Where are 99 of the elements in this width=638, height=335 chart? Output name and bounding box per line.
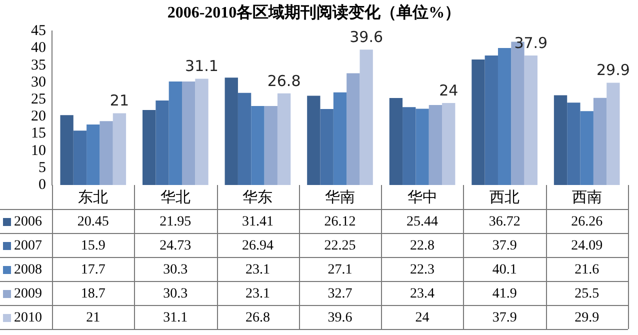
annotation: 24 — [439, 81, 458, 100]
data-label: 26.12 — [324, 214, 356, 230]
y-tick-label: 40 — [31, 40, 46, 56]
y-tick-label: 25 — [31, 91, 46, 108]
legend-label: 2010 — [14, 310, 42, 326]
y-tick-label: 30 — [31, 74, 46, 90]
data-label: 24 — [415, 310, 430, 326]
bar — [156, 100, 169, 185]
data-label: 26.26 — [571, 214, 603, 230]
data-label: 22.25 — [324, 238, 356, 254]
bar — [360, 50, 373, 185]
annotation: 29.9 — [596, 61, 630, 80]
data-label: 26.94 — [242, 238, 274, 254]
annotation: 21 — [110, 92, 130, 110]
x-tick-label: 东北 — [78, 188, 108, 206]
data-label: 17.7 — [80, 262, 106, 278]
bar — [73, 130, 87, 185]
bar — [346, 73, 360, 185]
bar — [567, 102, 580, 185]
bar — [168, 81, 182, 185]
data-label: 36.72 — [488, 214, 520, 230]
y-tick-label: 5 — [38, 160, 46, 176]
y-tick-label: 0 — [38, 176, 46, 193]
x-tick-label: 华南 — [325, 188, 355, 206]
y-tick-label: 45 — [31, 23, 46, 40]
x-tick-label: 西北 — [490, 188, 520, 206]
bar — [307, 96, 320, 185]
data-label: 32.7 — [328, 286, 352, 302]
data-label: 37.9 — [492, 310, 517, 326]
bar — [428, 105, 442, 185]
annotation: 26.8 — [267, 72, 301, 90]
data-label: 26.8 — [245, 310, 270, 326]
data-label: 22.8 — [410, 238, 435, 254]
annotation: 39.6 — [350, 28, 384, 46]
bar — [112, 113, 126, 185]
bar — [142, 110, 156, 185]
data-label: 25.44 — [406, 214, 438, 230]
data-label: 30.3 — [163, 286, 188, 302]
data-label: 23.1 — [245, 262, 270, 278]
data-label: 20.45 — [77, 214, 109, 230]
y-tick-label: 10 — [31, 142, 46, 159]
bar — [320, 108, 334, 185]
bar — [606, 82, 620, 185]
bar — [498, 48, 512, 185]
bar — [182, 81, 196, 185]
bar — [442, 102, 456, 185]
data-label: 31.1 — [163, 310, 188, 326]
data-label: 30.3 — [163, 262, 188, 278]
chart-title: 2006-2010各区域期刊阅读变化（单位%） — [167, 4, 461, 22]
data-label: 24.09 — [571, 238, 603, 254]
data-label: 29.9 — [574, 310, 600, 326]
annotation: 37.9 — [514, 34, 548, 52]
bar — [86, 124, 100, 185]
data-label: 31.41 — [242, 214, 274, 230]
x-tick-label: 西南 — [572, 188, 602, 206]
data-label: 41.9 — [492, 286, 517, 302]
bar — [472, 60, 485, 185]
bar — [100, 121, 113, 185]
bar — [251, 106, 264, 185]
y-tick-label: 15 — [31, 126, 46, 142]
data-label: 25.5 — [574, 286, 600, 302]
data-label: 23.4 — [410, 286, 435, 302]
data-label: 21.6 — [574, 262, 600, 278]
bar — [333, 92, 347, 185]
bar — [60, 115, 74, 185]
legend-label: 2007 — [14, 238, 42, 254]
data-label: 37.9 — [492, 238, 517, 254]
x-tick-label: 华东 — [242, 188, 273, 206]
x-tick-label: 华中 — [407, 188, 438, 206]
legend-label: 2006 — [14, 214, 42, 230]
bar — [224, 78, 238, 185]
bar — [580, 111, 594, 185]
data-label: 15.9 — [80, 238, 106, 254]
data-label: 23.1 — [245, 286, 270, 302]
data-label: 24.73 — [160, 238, 192, 254]
bar — [195, 78, 208, 185]
bar — [593, 98, 607, 185]
data-label: 21 — [86, 310, 100, 326]
data-label: 22.3 — [410, 262, 435, 278]
bar — [277, 93, 291, 185]
bar — [554, 95, 568, 185]
bar — [264, 106, 278, 185]
data-label: 40.1 — [492, 262, 517, 278]
annotation: 31.1 — [185, 57, 218, 76]
legend-label: 2008 — [14, 262, 42, 278]
y-tick-label: 20 — [31, 108, 46, 125]
bar — [484, 55, 498, 185]
y-tick-label: 35 — [31, 57, 46, 74]
data-label: 18.7 — [80, 286, 106, 302]
bar — [238, 92, 252, 185]
bar — [389, 98, 403, 185]
bar — [524, 55, 538, 185]
legend-label: 2009 — [14, 286, 42, 302]
data-label: 39.6 — [328, 310, 352, 326]
data-label: 21.95 — [160, 214, 192, 230]
x-tick-label: 华北 — [160, 188, 190, 206]
bar — [416, 108, 429, 185]
data-label: 27.1 — [328, 262, 352, 278]
bar — [402, 107, 416, 185]
